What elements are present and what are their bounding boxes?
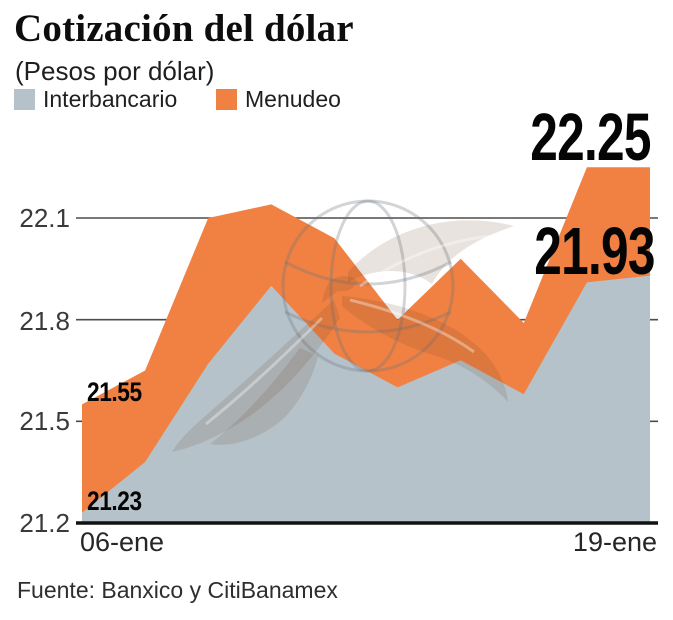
page-title: Cotización del dólar: [14, 7, 354, 50]
legend-item-interbancario: Interbancario: [14, 86, 178, 112]
chart-subtitle: (Pesos por dólar): [15, 56, 215, 86]
menudeo-swatch-icon: [216, 89, 237, 110]
y-tick-label: 21.8: [19, 306, 70, 336]
source-note: Fuente: Banxico y CitiBanamex: [17, 577, 338, 603]
interbancario-area: [82, 275, 650, 523]
x-tick-label-start: 06-ene: [80, 527, 165, 557]
x-tick-label-end: 19-ene: [572, 527, 657, 557]
legend-label: Interbancario: [43, 86, 178, 112]
interbancario-swatch-icon: [14, 89, 35, 110]
y-tick-label: 21.2: [19, 508, 70, 538]
menudeo-start-value: 21.55: [87, 377, 142, 407]
watermark-eagle-logo: [172, 199, 514, 452]
interbancario-end-value: 21.93: [534, 214, 656, 289]
interbancario-start-value: 21.23: [87, 486, 142, 516]
legend-label: Menudeo: [245, 86, 341, 112]
menudeo-end-value: 22.25: [530, 100, 652, 175]
legend-item-menudeo: Menudeo: [216, 86, 341, 112]
y-tick-label: 22.1: [19, 203, 70, 233]
y-tick-label: 21.5: [19, 406, 70, 436]
